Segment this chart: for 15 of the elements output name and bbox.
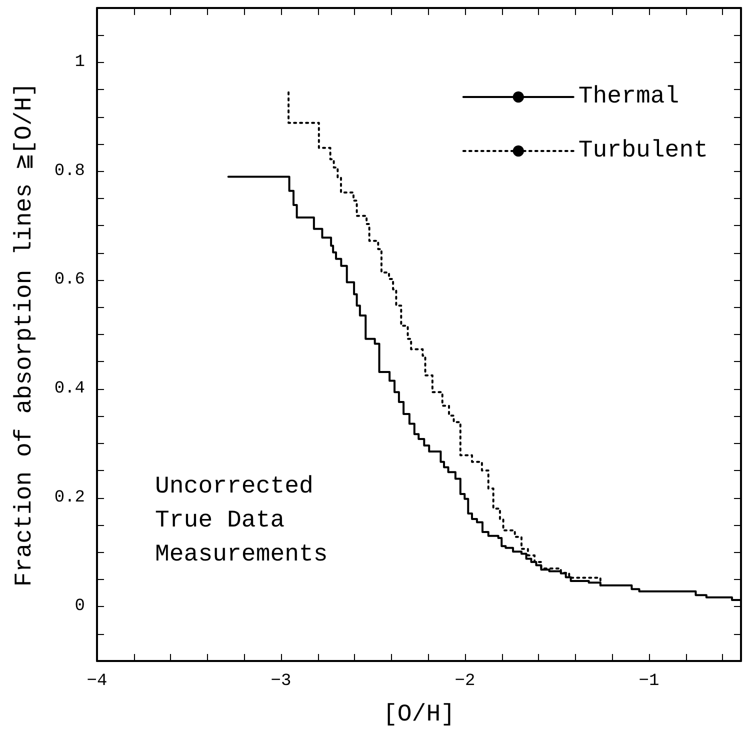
x-tick-label: −1 [638,672,660,691]
x-tick-label: −3 [270,672,292,691]
y-tick-label: 1 [74,52,85,72]
annotation: Uncorrected True Data Measurements [155,474,328,568]
y-tick-label: 0.2 [54,488,85,508]
y-tick-label: 0.8 [54,162,85,181]
y-tick-label: 0.6 [54,270,85,290]
x-tick-label: −4 [86,672,108,691]
legend-label: Thermal [578,84,680,110]
y-tick-label: 0.4 [54,379,85,398]
y-tick-label: 0 [74,597,85,616]
x-tick-label: −2 [454,672,476,691]
x-axis-title: [O/H] [382,702,456,728]
legend-label: Turbulent [578,138,708,164]
y-axis-title: Fraction of absorption lines ≧[O/H] [12,82,38,587]
